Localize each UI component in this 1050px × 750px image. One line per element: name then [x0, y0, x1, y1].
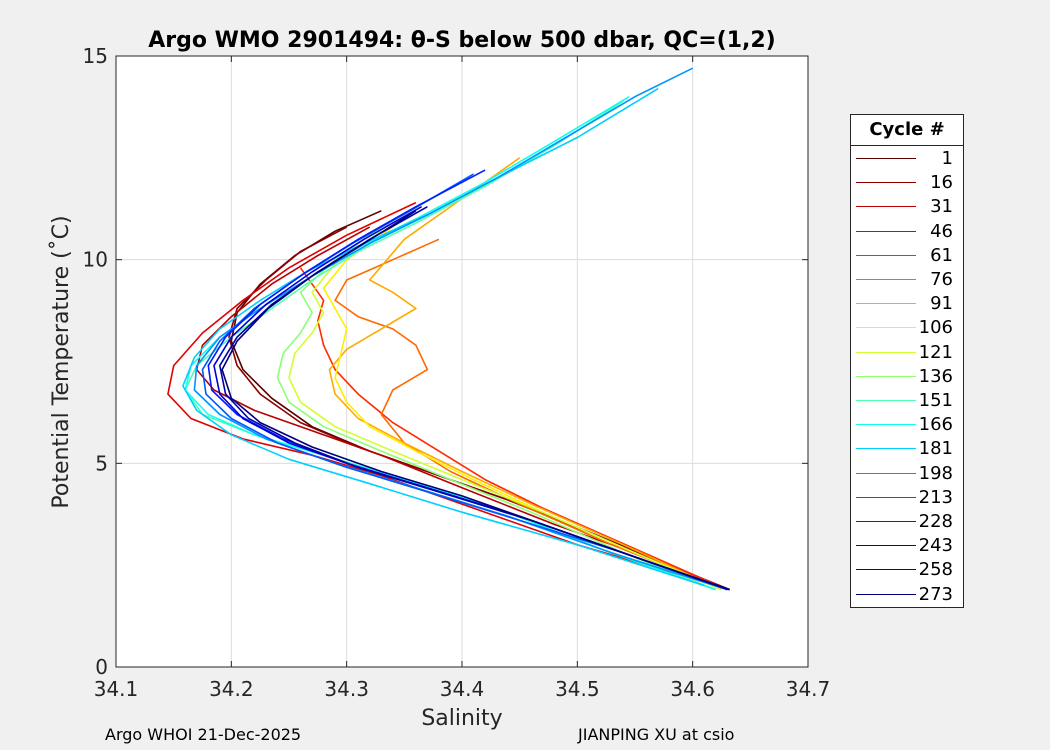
- y-axis-label: Potential Temperature (˚C): [49, 215, 74, 508]
- series-group: [167, 67, 730, 591]
- legend-swatch: [856, 400, 916, 401]
- legend-item: 198: [851, 462, 963, 486]
- legend-label: 16: [930, 172, 953, 194]
- y-tick-label: 15: [83, 44, 108, 68]
- legend-item: 121: [851, 341, 963, 365]
- series-line-cycle-61: [299, 267, 728, 591]
- legend-item: 273: [851, 583, 963, 607]
- series-line-cycle-46: [167, 201, 716, 587]
- legend-item: 31: [851, 195, 963, 219]
- x-tick-label: 34.4: [440, 677, 485, 701]
- legend: Cycle # 1 16 31 46 61 76 91 106 121 136 151 166 181 1…: [850, 114, 964, 608]
- legend-item: 258: [851, 558, 963, 582]
- legend-swatch: [856, 206, 916, 208]
- series-line-cycle-121: [288, 230, 722, 591]
- legend-item: 181: [851, 437, 963, 461]
- legend-label: 273: [918, 583, 953, 605]
- legend-swatch: [856, 521, 916, 522]
- legend-swatch: [856, 303, 916, 305]
- legend-label: 198: [918, 462, 953, 484]
- legend-title: Cycle #: [851, 115, 963, 146]
- legend-swatch: [856, 569, 916, 571]
- footer-left: Argo WHOI 21-Dec-2025: [105, 725, 302, 744]
- legend-item: 106: [851, 316, 963, 340]
- legend-swatch: [856, 327, 916, 329]
- x-tick-label: 34.1: [94, 677, 139, 701]
- x-tick-label: 34.6: [670, 677, 715, 701]
- legend-label: 166: [918, 414, 953, 436]
- series-line-cycle-273: [221, 210, 730, 591]
- legend-label: 228: [918, 511, 953, 532]
- legend-swatch: [856, 279, 916, 280]
- legend-label: 243: [918, 535, 953, 557]
- legend-item: 1: [851, 147, 963, 171]
- legend-label: 106: [918, 317, 953, 339]
- legend-swatch: [856, 254, 916, 256]
- ticks-group: 34.1 34.2 34.3 34.4 34.5 34.6 34.7 0 5 10 15: [83, 44, 831, 701]
- legend-item: 243: [851, 534, 963, 558]
- legend-item: 151: [851, 389, 963, 413]
- x-axis-label: Salinity: [421, 706, 502, 731]
- legend-label: 136: [918, 365, 953, 387]
- legend-swatch: [856, 375, 916, 377]
- legend-swatch: [856, 158, 916, 159]
- footer-right: JIANPING XU at csio: [578, 725, 735, 744]
- legend-label: 151: [918, 390, 953, 411]
- legend-item: 136: [851, 365, 963, 389]
- legend-label: 46: [930, 220, 953, 242]
- y-tick-label: 0: [95, 655, 108, 679]
- legend-swatch: [856, 424, 916, 426]
- x-tick-label: 34.5: [555, 677, 600, 701]
- chart-title: Argo WMO 2901494: θ-S below 500 dbar, QC…: [148, 28, 776, 53]
- x-tick-label: 34.3: [324, 677, 369, 701]
- series-line-cycle-136: [276, 193, 716, 591]
- legend-item: 213: [851, 486, 963, 510]
- legend-swatch: [856, 472, 916, 474]
- legend-swatch: [856, 545, 916, 547]
- legend-swatch: [856, 593, 916, 595]
- legend-swatch: [856, 448, 916, 450]
- y-tick-label: 10: [83, 248, 108, 272]
- x-tick-label: 34.2: [209, 677, 254, 701]
- legend-label: 258: [918, 559, 953, 581]
- legend-label: 91: [930, 293, 953, 315]
- legend-label: 121: [918, 341, 953, 363]
- legend-item: 166: [851, 413, 963, 437]
- legend-label: 213: [918, 486, 953, 508]
- legend-item: 76: [851, 268, 963, 292]
- legend-label: 181: [918, 438, 953, 460]
- legend-item: 46: [851, 220, 963, 244]
- legend-item: 91: [851, 292, 963, 316]
- legend-swatch: [856, 230, 916, 232]
- legend-label: 1: [941, 148, 953, 169]
- legend-label: 76: [930, 269, 953, 290]
- x-tick-label: 34.7: [786, 677, 831, 701]
- legend-item: 61: [851, 244, 963, 268]
- series-line-cycle-91: [328, 157, 722, 591]
- legend-swatch: [856, 496, 916, 498]
- legend-swatch: [856, 351, 916, 353]
- legend-item: 228: [851, 510, 963, 534]
- legend-label: 31: [930, 196, 953, 218]
- legend-swatch: [856, 182, 916, 184]
- legend-item: 16: [851, 171, 963, 195]
- y-tick-label: 5: [95, 451, 108, 475]
- legend-label: 61: [930, 244, 953, 266]
